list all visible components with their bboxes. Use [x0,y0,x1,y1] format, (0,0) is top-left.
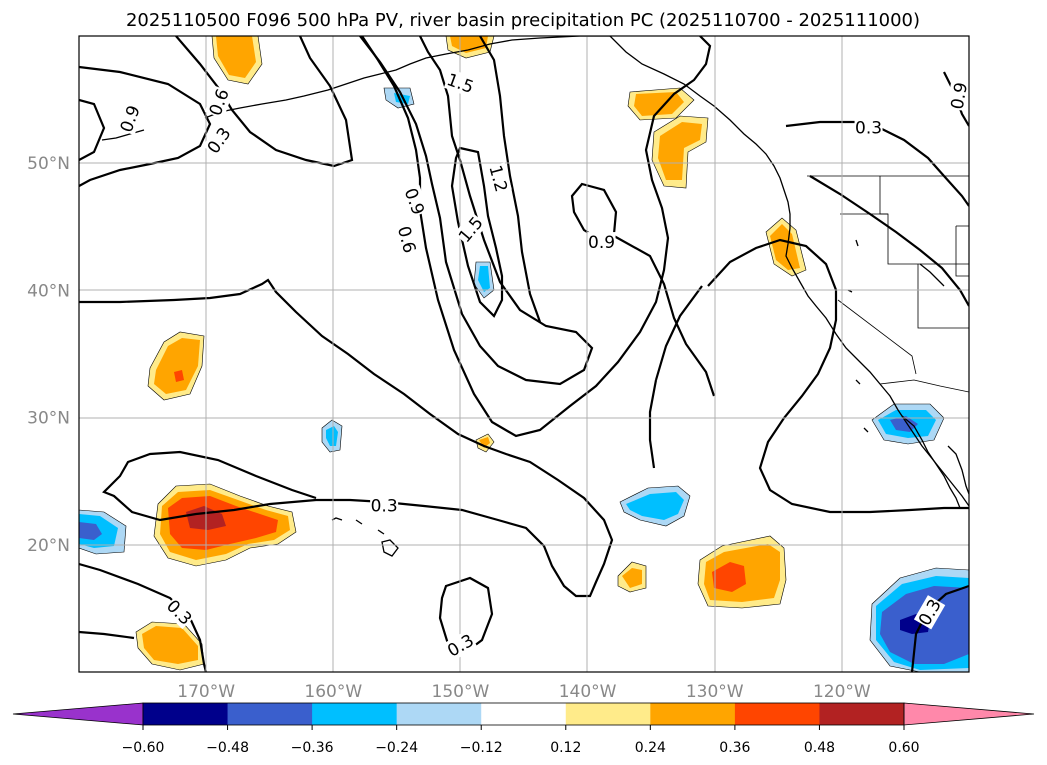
longitude-tick-labels: 170°W 160°W 150°W 140°W 130°W 120°W [177,682,871,702]
colorbar-segment [143,703,229,725]
map-frame [78,35,970,673]
colorbar-tick-label: 0.24 [635,740,666,756]
contour-label-background [443,68,478,98]
lat-tick-label: 50°N [27,154,70,174]
colorbar-segment [396,703,482,725]
lon-tick-label: 170°W [177,682,235,702]
lon-tick-label: 130°W [686,682,744,702]
anomaly-patch [147,331,205,401]
colorbar-tick-label: 0.48 [804,740,835,756]
colorbar-segment [481,703,567,725]
anomaly-patch [79,509,127,555]
contour-label: 0.3 [371,496,398,516]
contour-label: 0.3 [855,119,882,139]
colorbar-segment [227,703,313,725]
contour-label-background [485,162,512,195]
anomaly-patch [473,261,495,299]
lat-tick-label: 40°N [27,281,70,301]
contour-label-background [400,184,429,218]
anomaly-patch [765,217,807,277]
contour-label-background [115,102,145,136]
lat-tick-label: 30°N [27,409,70,429]
contour-label-background [854,117,883,138]
colorbar-tick-label: −0.12 [460,740,503,756]
colorbar-tick-label: 0.60 [888,740,919,756]
contour-label-background [587,232,616,253]
anomaly-patch [619,485,691,527]
colorbar-tick-label: −0.60 [122,740,165,756]
lon-tick-label: 120°W [813,682,871,702]
lon-tick-label: 140°W [559,682,617,702]
colorbar-extend-high [903,702,1035,726]
contour-label-background [946,80,969,112]
colorbar-tick-label: −0.24 [375,740,418,756]
colorbar-tick-label: −0.48 [206,740,249,756]
anomaly-patch [135,621,205,671]
pv-contours [79,36,969,672]
latitude-tick-labels: 20°N 30°N 40°N 50°N [27,154,70,556]
contour-label-background [370,495,399,516]
map-panel: 0.60.90.31.51.20.90.6 1.5 0.90.30.90.30.30… [27,35,972,702]
colorbar-segment [819,703,905,725]
colorbar-frame [142,702,905,726]
coastlines [101,36,969,557]
anomaly-patch [321,419,343,453]
lat-tick-label: 20°N [27,536,70,556]
graticule [79,36,969,672]
contour-label-background [443,629,478,661]
colorbar: −0.60 −0.48 −0.36 −0.24 −0.12 0.12 0.24 0.36 0.4… [12,702,1035,756]
colorbar-tick-label: 0.36 [719,740,750,756]
contour-label-background [453,212,488,247]
lon-tick-label: 150°W [432,682,490,702]
contour-label-background [393,223,421,256]
anomaly-patch [697,535,787,609]
contour-label: 0.9 [948,81,972,111]
contour-label-background [913,595,946,630]
colorbar-extend-low [12,702,144,726]
contour-label-background [204,85,234,119]
map-background [79,36,969,672]
lon-tick-label: 160°W [304,682,362,702]
colorbar-segment [312,703,398,725]
colorbar-tick-label: 0.12 [550,740,581,756]
colorbar-tick-label: −0.36 [291,740,334,756]
contour-label: 0.9 [588,233,615,253]
contour-label-background [202,123,236,158]
anomaly-patch [617,561,647,593]
political-borders [807,175,969,393]
colorbar-segment [565,703,651,725]
anomaly-patch [651,115,709,189]
colorbar-segment [734,703,820,725]
figure-title: 2025110500 F096 500 hPa PV, river basin … [126,10,920,31]
contour-label-background [162,595,197,630]
colorbar-segment [650,703,736,725]
anomaly-patch [211,36,263,85]
